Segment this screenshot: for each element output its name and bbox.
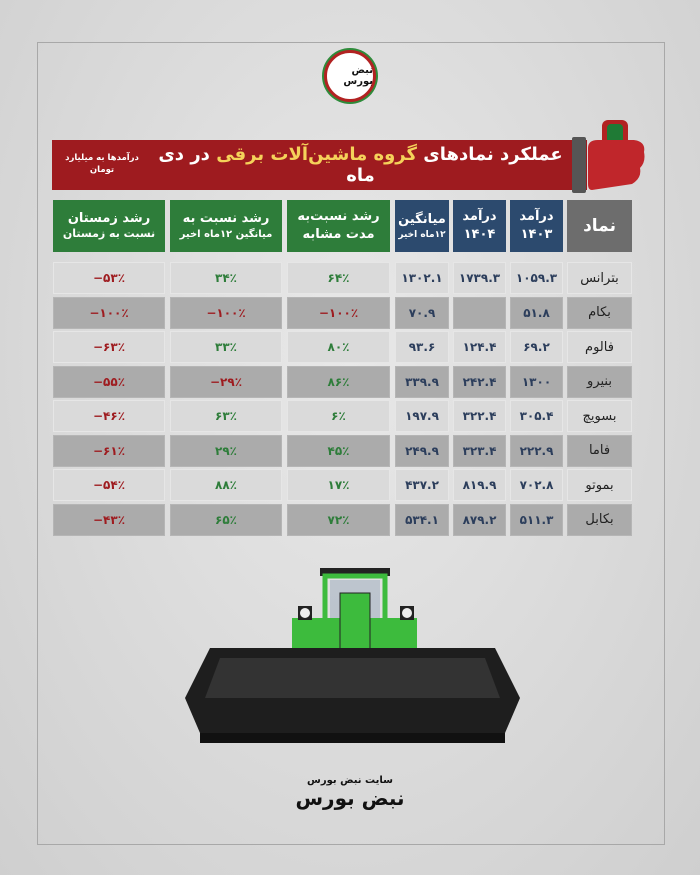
cell-avg12: ۳۳۹.۹ xyxy=(395,365,449,398)
cell-symbol: فاما xyxy=(567,434,632,467)
cell-avg12: ۷۰.۹ xyxy=(395,296,449,329)
cell-growth-avg: −۲۹٪ xyxy=(170,365,282,398)
cell-rev1403: ۷۰۲.۸ xyxy=(510,469,563,501)
cell-growth-winter: −۵۳٪ xyxy=(53,262,165,294)
cell-rev1404: ۱۲۴.۴ xyxy=(453,331,506,363)
cell-avg12: ۱۳۰۲.۱ xyxy=(395,262,449,294)
brand-logo: نبض بورس xyxy=(324,50,376,102)
cell-avg12: ۹۳.۶ xyxy=(395,331,449,363)
frame xyxy=(37,42,665,845)
sleeve-cuff xyxy=(572,137,586,193)
cell-growth-avg: ۳۴٪ xyxy=(170,262,282,294)
unit-note: درآمدها به میلیارد تومان xyxy=(65,153,139,175)
footer-logo-text: نبض بورس xyxy=(295,786,405,810)
cell-growth-same: ۸۰٪ xyxy=(287,331,390,363)
cell-symbol: بکابل xyxy=(567,503,632,536)
cell-rev1403: ۵۱۱.۳ xyxy=(510,503,563,536)
cell-rev1403: ۳۰۵.۴ xyxy=(510,400,563,432)
header-sublabel: میانگین ۱۲ماه اخیر xyxy=(179,229,273,241)
header-sublabel: ۱۴۰۴ xyxy=(463,227,496,242)
header-sublabel: ۱۴۰۳ xyxy=(520,227,553,242)
cell-symbol: بترانس xyxy=(567,262,632,294)
title-highlight: گروه ماشین‌آلات برقی xyxy=(216,144,417,165)
header-symbol: نماد xyxy=(567,200,632,252)
cell-growth-same: ۸۶٪ xyxy=(287,365,390,398)
cell-rev1404: ۱۷۳۹.۳ xyxy=(453,262,506,294)
cell-growth-same: −۱۰۰٪ xyxy=(287,296,390,329)
cell-symbol: بنیرو xyxy=(567,365,632,398)
cell-growth-avg: ۶۳٪ xyxy=(170,400,282,432)
cell-rev1403: ۵۱.۸ xyxy=(510,296,563,329)
header-avg12: میانگین ۱۲ماه اخیر xyxy=(395,200,449,252)
cell-rev1404 xyxy=(453,296,506,329)
cell-rev1404: ۲۴۲.۴ xyxy=(453,365,506,398)
cell-growth-avg: ۲۹٪ xyxy=(170,434,282,467)
cell-growth-same: ۶٪ xyxy=(287,400,390,432)
header-label: درآمد xyxy=(462,209,497,225)
cell-growth-winter: −۶۱٪ xyxy=(53,434,165,467)
cell-rev1403: ۲۲۲.۹ xyxy=(510,434,563,467)
cell-avg12: ۵۳۴.۱ xyxy=(395,503,449,536)
cell-growth-avg: ۳۳٪ xyxy=(170,331,282,363)
cell-rev1403: ۱۰۵۹.۳ xyxy=(510,262,563,294)
cell-rev1404: ۸۱۹.۹ xyxy=(453,469,506,501)
title-part: عملکرد نمادهای xyxy=(416,144,563,165)
header-growth-winter: رشد زمستان نسبت به زمستان xyxy=(53,200,165,252)
header-growth-avg: رشد نسبت به میانگین ۱۲ماه اخیر xyxy=(170,200,282,252)
cell-growth-winter: −۵۵٪ xyxy=(53,365,165,398)
cell-rev1403: ۶۹.۲ xyxy=(510,331,563,363)
cell-growth-avg: −۱۰۰٪ xyxy=(170,296,282,329)
header-label: درآمد xyxy=(519,209,554,225)
cell-growth-same: ۱۷٪ xyxy=(287,469,390,501)
thumbs-up-hand-icon xyxy=(588,120,645,190)
cell-avg12: ۴۳۷.۲ xyxy=(395,469,449,501)
cell-rev1403: ۱۳۰۰ xyxy=(510,365,563,398)
cell-growth-winter: −۵۴٪ xyxy=(53,469,165,501)
footer-brand: سایت نبض بورس نبض بورس xyxy=(280,775,420,835)
wheel-loader-image xyxy=(185,568,520,743)
cell-growth-same: ۴۵٪ xyxy=(287,434,390,467)
header-rev1403: درآمد ۱۴۰۳ xyxy=(510,200,563,252)
title-banner: عملکرد نمادهای گروه ماشین‌آلات برقی در د… xyxy=(52,140,587,190)
header-label: میانگین xyxy=(398,212,446,228)
header-label: رشد نسبت‌به xyxy=(297,209,380,225)
cell-growth-winter: −۶۳٪ xyxy=(53,331,165,363)
cell-avg12: ۲۴۹.۹ xyxy=(395,434,449,467)
cell-rev1404: ۸۷۹.۲ xyxy=(453,503,506,536)
header-sublabel: ۱۲ماه اخیر xyxy=(398,229,446,240)
cell-rev1404: ۳۲۲.۴ xyxy=(453,400,506,432)
cell-symbol: بکام xyxy=(567,296,632,329)
header-label: رشد زمستان xyxy=(67,210,151,226)
header-sublabel: مدت مشابه xyxy=(302,227,375,242)
cell-growth-same: ۶۴٪ xyxy=(287,262,390,294)
title-part: در دی ماه xyxy=(158,144,375,186)
cell-rev1404: ۳۲۳.۴ xyxy=(453,434,506,467)
cell-growth-avg: ۶۵٪ xyxy=(170,503,282,536)
header-growth-same: رشد نسبت‌به مدت مشابه xyxy=(287,200,390,252)
header-sublabel: نسبت به زمستان xyxy=(62,227,156,241)
cell-symbol: فالوم xyxy=(567,331,632,363)
header-label: رشد نسبت به xyxy=(182,211,270,227)
cell-symbol: بموتو xyxy=(567,469,632,501)
cell-growth-same: ۷۲٪ xyxy=(287,503,390,536)
cell-avg12: ۱۹۷.۹ xyxy=(395,400,449,432)
cell-growth-winter: −۱۰۰٪ xyxy=(53,296,165,329)
cell-growth-winter: −۴۳٪ xyxy=(53,503,165,536)
cell-symbol: بسویچ xyxy=(567,400,632,432)
page-title: عملکرد نمادهای گروه ماشین‌آلات برقی در د… xyxy=(152,144,569,186)
cell-growth-winter: −۴۶٪ xyxy=(53,400,165,432)
header-rev1404: درآمد ۱۴۰۴ xyxy=(453,200,506,252)
cell-growth-avg: ۸۸٪ xyxy=(170,469,282,501)
header-label: نماد xyxy=(583,215,616,236)
footer-site-label: سایت نبض بورس xyxy=(307,775,393,786)
